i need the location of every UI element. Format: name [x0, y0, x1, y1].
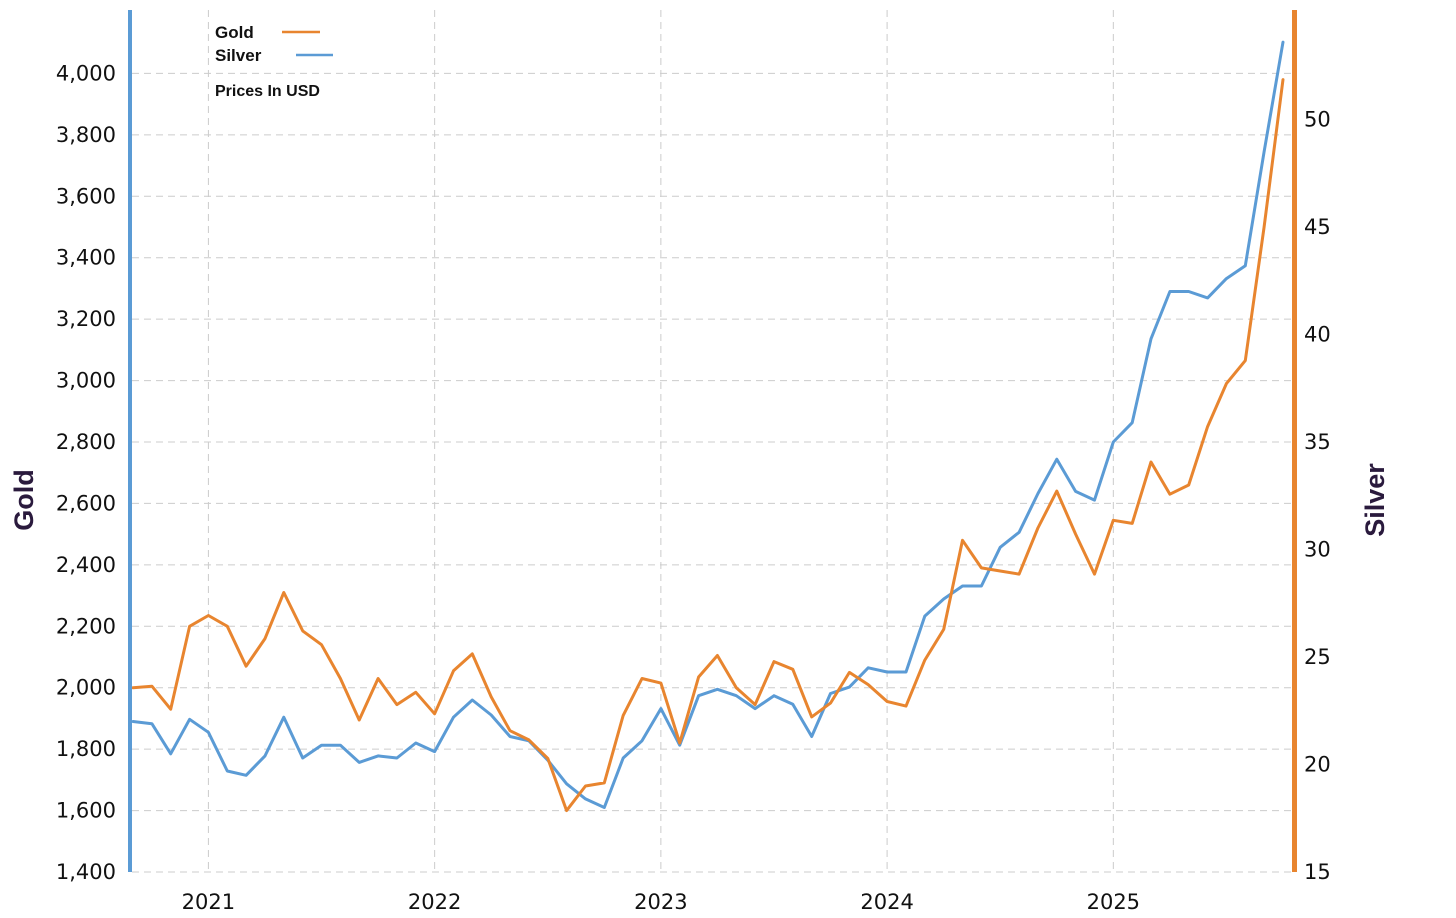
left-tick-label: 3,400 [56, 246, 116, 270]
legend-label-silver: Silver [215, 46, 262, 65]
left-tick-label: 1,800 [56, 737, 116, 761]
left-tick-label: 2,800 [56, 430, 116, 454]
left-axis-line [128, 10, 132, 872]
right-tick-label: 20 [1304, 753, 1331, 777]
x-axis-ticks: 2021 2022 2023 2024 2025 [182, 890, 1140, 914]
right-axis-line [1292, 10, 1297, 872]
grid-lines [132, 10, 1292, 873]
right-tick-label: 45 [1304, 215, 1331, 239]
legend-label-gold: Gold [215, 23, 254, 42]
left-tick-label: 3,200 [56, 307, 116, 331]
right-tick-label: 15 [1304, 860, 1331, 884]
right-tick-label: 30 [1304, 538, 1331, 562]
series-line-silver [131, 40, 1285, 809]
right-tick-label: 25 [1304, 645, 1331, 669]
left-tick-label: 1,400 [56, 860, 116, 884]
chart-note: Prices In USD [215, 83, 320, 100]
legend: Gold Silver Prices In USD [215, 23, 333, 100]
left-axis-title: Gold [9, 469, 39, 531]
left-tick-label: 3,800 [56, 123, 116, 147]
right-tick-label: 35 [1304, 430, 1331, 454]
left-tick-label: 1,600 [56, 799, 116, 823]
left-tick-label: 2,400 [56, 553, 116, 577]
right-tick-label: 50 [1304, 108, 1331, 132]
left-tick-label: 2,000 [56, 676, 116, 700]
left-axis-ticks: 1,400 1,600 1,800 2,000 2,200 2,400 2,600 2,800… [56, 61, 116, 884]
right-tick-label: 40 [1304, 323, 1331, 347]
x-tick-label: 2025 [1087, 890, 1140, 914]
left-tick-label: 2,200 [56, 614, 116, 638]
left-tick-label: 3,600 [56, 184, 116, 208]
series-layer [131, 40, 1285, 813]
x-tick-label: 2023 [634, 890, 687, 914]
series-line-gold [131, 78, 1285, 813]
left-tick-label: 4,000 [56, 61, 116, 85]
left-tick-label: 2,600 [56, 491, 116, 515]
x-tick-label: 2022 [408, 890, 461, 914]
right-axis-title: Silver [1360, 463, 1390, 537]
x-tick-label: 2021 [182, 890, 235, 914]
right-axis-ticks: 15 20 25 30 35 40 45 50 [1304, 108, 1331, 885]
x-tick-label: 2024 [860, 890, 913, 914]
left-tick-label: 3,000 [56, 369, 116, 393]
